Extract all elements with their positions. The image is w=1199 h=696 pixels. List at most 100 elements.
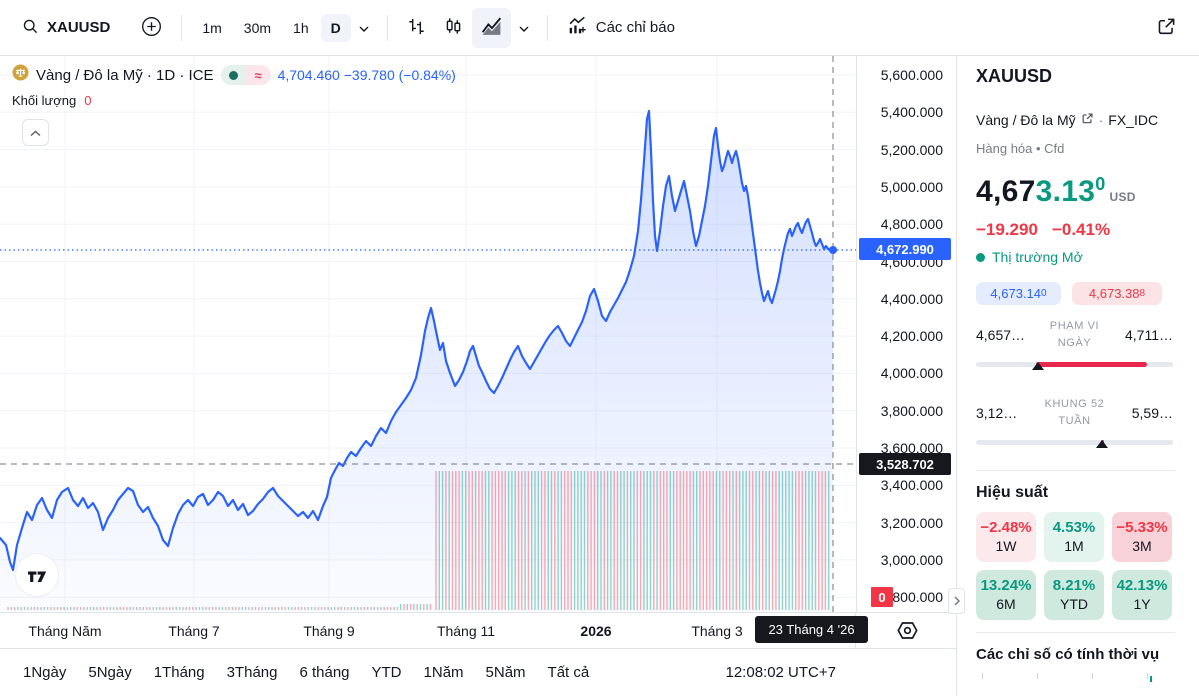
chart-pane[interactable]: Vàng / Đô la Mỹ · 1D · ICE ≈ 4,704.460 −… (0, 56, 856, 612)
price-axis[interactable]: 5,600.000 5,400.000 5,200.000 5,000.000 4,80… (856, 56, 956, 612)
fullscreen-open-button[interactable] (1148, 9, 1185, 47)
price-tick-label: 5,600.000 (880, 67, 943, 83)
interval-button-D[interactable]: D (320, 13, 351, 42)
range-button-Tất-cả[interactable]: Tất cả (539, 658, 599, 687)
time-tick-label: Tháng 11 (436, 623, 496, 639)
chevron-down-icon (519, 20, 529, 35)
seasonality-axis-tick (1037, 673, 1038, 679)
panel-exchange: FX_IDC (1108, 112, 1159, 128)
compare-add-button[interactable] (132, 8, 171, 48)
volume-legend-label[interactable]: Khối lượng (12, 93, 77, 108)
panel-price-change: −19.290 −0.41% (976, 220, 1110, 240)
price-frac-part: 3.13 (1035, 175, 1096, 208)
price-sup-digit: 0 (1095, 174, 1106, 194)
market-status-row: Thị trường Mở (976, 249, 1083, 265)
performance-period: 3M (1132, 538, 1152, 554)
search-icon (22, 18, 39, 38)
chart-type-candles-button[interactable] (435, 9, 472, 47)
bid-price-pill: 4,673.14 0 (976, 282, 1061, 305)
interval-button-1h[interactable]: 1h (283, 14, 319, 42)
chart-type-menu-button[interactable] (511, 13, 537, 42)
week52-low: 3,12… (976, 405, 1018, 421)
seasonality-axis-tick (982, 673, 983, 679)
range-button-5Năm[interactable]: 5Năm (477, 658, 535, 687)
time-tick-label: Tháng 9 (303, 623, 355, 639)
bars-chart-icon (406, 16, 427, 40)
performance-cell-6M: 13.24% 6M (976, 570, 1036, 620)
performance-cell-1Y: 42.13% 1Y (1112, 570, 1172, 620)
price-int-part: 4,67 (976, 175, 1036, 208)
legend-ohlc-values: 4,704.460 −39.780 (−0.84%) (277, 67, 456, 83)
week52-marker (1096, 440, 1108, 448)
day-range-low: 4,657… (976, 327, 1026, 343)
interval-button-30m[interactable]: 30m (234, 14, 281, 42)
range-button-6-tháng[interactable]: 6 tháng (290, 658, 358, 687)
price-tick-label: 3,400.000 (880, 477, 943, 494)
time-axis[interactable]: 23 Tháng 4 '26 Tháng Năm Tháng 7 Tháng 9 Th… (0, 612, 956, 649)
volume-zero-badge: 0 (871, 587, 893, 607)
performance-period: YTD (1060, 596, 1088, 612)
performance-cell-1M: 4.53% 1M (1044, 512, 1104, 562)
toolbar-separator (546, 14, 548, 41)
price-tick-label: 800.000 (892, 589, 943, 606)
day-range-label: PHẠM VI NGÀY (1049, 320, 1100, 349)
top-toolbar: XAUUSD 1m 30m 1h D Các chỉ báo (0, 0, 1199, 56)
indicators-button[interactable]: Các chỉ báo (558, 9, 683, 47)
range-button-1Ngày[interactable]: 1Ngày (14, 658, 75, 687)
performance-title: Hiệu suất (976, 484, 1049, 501)
chevron-down-icon (359, 20, 369, 35)
panel-symbol-subtitle: Vàng / Đô la Mỹ · FX_IDC (976, 112, 1158, 128)
price-currency: USD (1109, 190, 1136, 204)
crosshair-price-badge: 3,528.702 (859, 453, 951, 475)
external-link-icon[interactable] (1081, 112, 1094, 128)
ask-price-pill: 4,673.38 8 (1072, 282, 1162, 305)
tradingview-logo[interactable] (16, 554, 58, 596)
performance-value: −2.48% (980, 519, 1032, 536)
tradingview-logo-icon (28, 571, 47, 582)
day-range-track (976, 362, 1173, 367)
performance-period: 1M (1064, 538, 1084, 554)
time-tick-label: Tháng 7 (168, 623, 220, 639)
range-button-1Năm[interactable]: 1Năm (415, 658, 473, 687)
price-tick-label: 4,000.000 (880, 365, 943, 382)
price-chart-svg[interactable] (0, 56, 856, 612)
price-tick-label: 3,600.000 (880, 440, 943, 456)
range-button-3Tháng[interactable]: 3Tháng (218, 658, 287, 687)
range-button-1Tháng[interactable]: 1Tháng (145, 658, 214, 687)
symbol-search-button[interactable]: XAUUSD (14, 12, 118, 44)
chevron-right-icon (953, 594, 960, 609)
performance-cell-3M: −5.33% 3M (1112, 512, 1172, 562)
panel-collapse-handle[interactable] (948, 588, 965, 614)
week52-range-block: 3,12… KHUNG 52 TUẦN 5,59… (976, 396, 1173, 448)
performance-value: 4.53% (1052, 519, 1096, 536)
legend-collapse-button[interactable] (22, 119, 49, 146)
chart-type-bars-button[interactable] (398, 9, 435, 47)
current-price-badge: 4,672.990 (859, 238, 951, 260)
performance-value: 8.21% (1052, 577, 1096, 594)
interval-button-1m[interactable]: 1m (192, 14, 231, 42)
interval-menu-button[interactable] (351, 13, 377, 42)
performance-period: 1W (995, 538, 1017, 554)
change-absolute: −19.290 (976, 220, 1038, 239)
range-button-YTD[interactable]: YTD (363, 658, 411, 687)
price-tick-label: 5,400.000 (880, 104, 943, 121)
performance-period: 6M (996, 596, 1016, 612)
week52-high: 5,59… (1131, 405, 1173, 421)
toolbar-separator (386, 14, 388, 41)
range-button-5Ngày[interactable]: 5Ngày (79, 658, 140, 687)
interval-buttons: 1m 30m 1h D (192, 13, 351, 42)
clock-timezone-button[interactable]: 12:08:02 UTC+7 (726, 649, 837, 696)
seasonality-title: Các chỉ số có tính thời vụ (976, 646, 1160, 663)
performance-cell-1W: −2.48% 1W (976, 512, 1036, 562)
price-tick-label: 4,200.000 (880, 328, 943, 345)
day-range-block: 4,657… PHẠM VI NGÀY 4,711… (976, 318, 1173, 370)
chart-type-area-button[interactable] (471, 7, 511, 48)
legend-symbol-title[interactable]: Vàng / Đô la Mỹ · 1D · ICE (36, 66, 214, 84)
time-tick-label: 2026 (580, 623, 612, 639)
axis-settings-button[interactable] (895, 618, 920, 646)
panel-divider (976, 632, 1175, 633)
market-status-pills: ≈ (220, 65, 271, 85)
day-range-marker (1032, 362, 1044, 370)
range-buttons: 1Ngày 5Ngày 1Tháng 3Tháng 6 tháng YTD 1Năm 5Năm… (14, 658, 598, 687)
toolbar-separator (181, 14, 183, 41)
